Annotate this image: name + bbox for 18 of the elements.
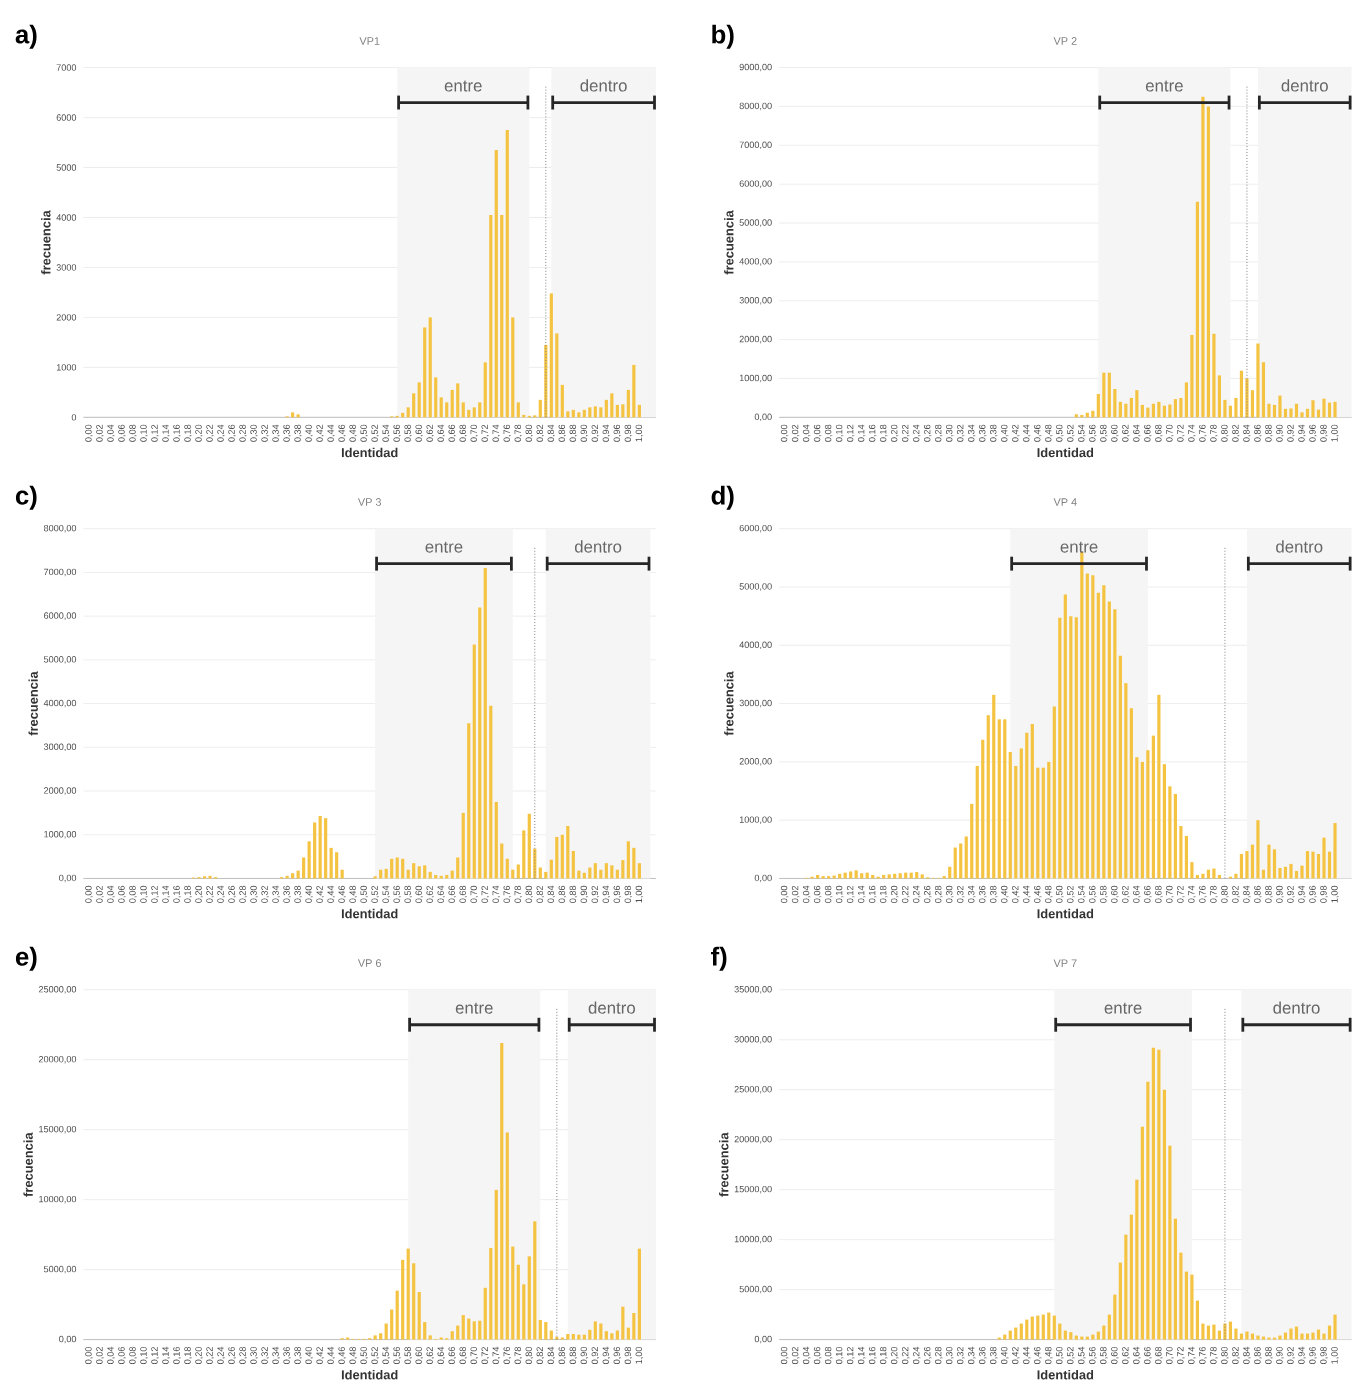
band-label: dentro bbox=[588, 1001, 636, 1014]
band-label: entre bbox=[1104, 1002, 1142, 1014]
text: d) bbox=[711, 485, 734, 510]
band-label: dentro bbox=[1276, 540, 1323, 553]
band-label: entre bbox=[445, 80, 482, 92]
band-label: entre bbox=[456, 1002, 493, 1014]
band-label: dentro bbox=[580, 79, 628, 92]
band-label: entre bbox=[425, 541, 463, 553]
text: a) bbox=[15, 24, 37, 49]
text: c) bbox=[16, 485, 37, 510]
text: f) bbox=[711, 946, 727, 971]
band-label: dentro bbox=[575, 540, 622, 553]
text: e) bbox=[16, 946, 37, 971]
band-label: entre bbox=[1060, 541, 1098, 553]
text: b) bbox=[712, 24, 734, 49]
band-label: entre bbox=[1146, 80, 1184, 92]
band-label: dentro bbox=[1273, 1001, 1320, 1014]
band-label: dentro bbox=[1281, 79, 1329, 92]
